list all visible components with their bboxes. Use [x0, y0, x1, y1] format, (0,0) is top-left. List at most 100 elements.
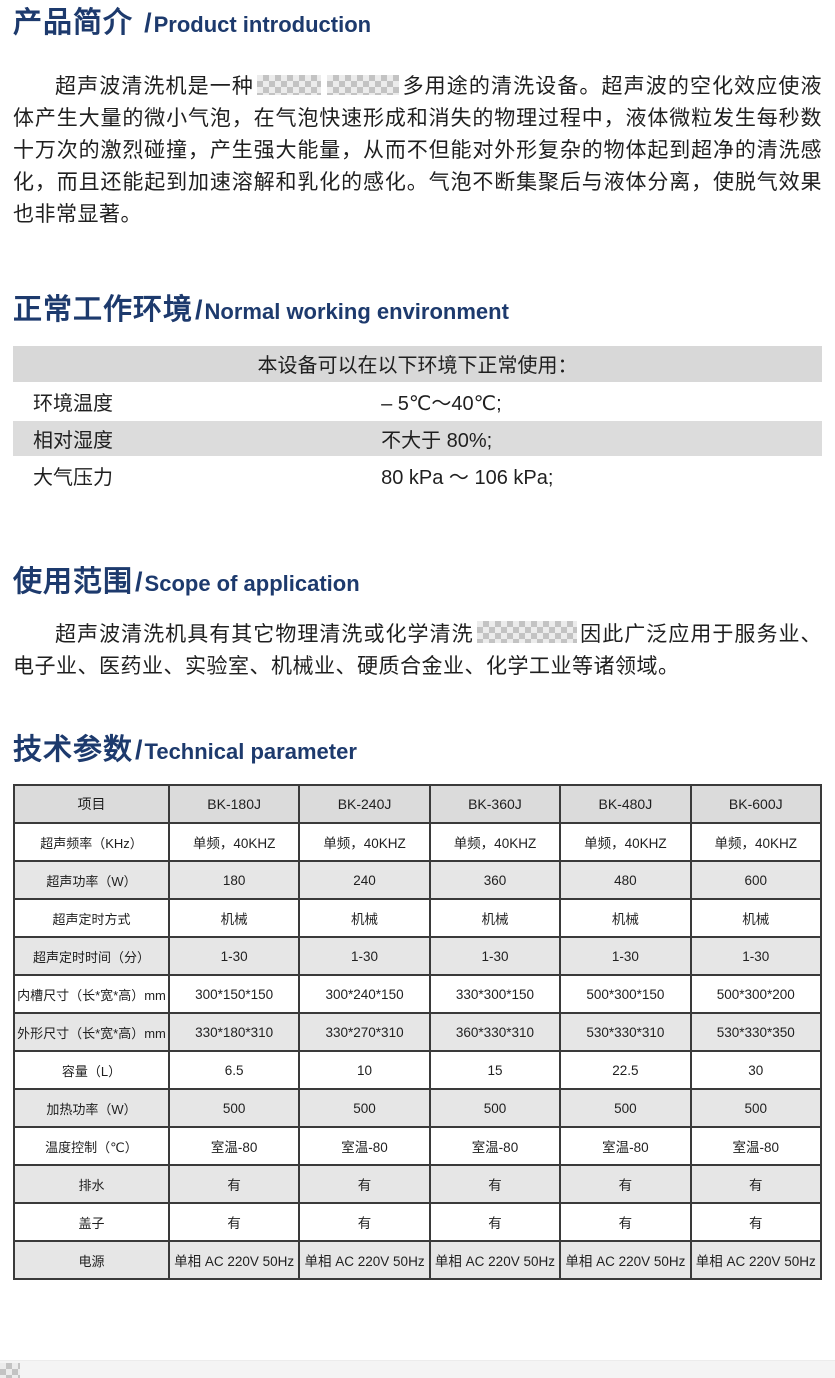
- tech-param-value: 有: [298, 1202, 431, 1243]
- tech-param-value: 室温-80: [689, 1126, 823, 1167]
- tech-param-value: 单相 AC 220V 50Hz: [689, 1240, 823, 1281]
- tech-param-value: 500: [689, 1088, 823, 1129]
- environment-table-row: 大气压力 80 kPa ～ 106 kPa;: [13, 456, 822, 495]
- environment-table-header: 本设备可以在以下环境下正常使用：: [13, 345, 822, 384]
- tech-param-value: 机械: [167, 898, 301, 939]
- tech-param-value: 单频，40KHZ: [428, 822, 562, 863]
- section-title-working-environment: 正常工作环境/Normal working environment: [13, 293, 822, 328]
- tech-param-label: 超声频率（KHz）: [13, 822, 170, 863]
- tech-param-value: 22.5: [559, 1050, 692, 1091]
- tech-param-value: 有: [428, 1164, 562, 1205]
- intro-paragraph: 超声波清洗机是一种 多用途的清洗设备。超声波的空化效应使液体产生大量的微小气泡，在…: [13, 71, 822, 231]
- section-title-scope-of-application: 使用范围/Scope of application: [13, 565, 822, 600]
- tech-param-value: 600: [689, 860, 823, 901]
- tech-param-value: 530*330*350: [689, 1012, 823, 1053]
- title-divider: /: [135, 735, 143, 766]
- censored-text-blur: [476, 621, 577, 644]
- tech-param-value: 有: [689, 1202, 823, 1243]
- tech-param-label: 加热功率（W）: [13, 1088, 170, 1129]
- tech-param-value: 300*240*150: [298, 974, 431, 1015]
- footer-strip: [0, 1360, 835, 1378]
- environment-param-label: 环境温度: [13, 382, 382, 421]
- tech-param-value: 360: [428, 860, 562, 901]
- tech-param-value: 机械: [689, 898, 823, 939]
- tech-param-value: 15: [428, 1050, 562, 1091]
- tech-table-row: 超声定时方式 机械 机械 机械 机械 机械: [13, 898, 823, 939]
- tech-param-value: 机械: [298, 898, 431, 939]
- environment-param-label: 相对湿度: [13, 419, 382, 458]
- tech-param-value: 室温-80: [298, 1126, 431, 1167]
- title-zh: 产品简介: [13, 7, 143, 39]
- tech-table-column-header: BK-180J: [167, 784, 301, 825]
- section-title-technical-parameters: 技术参数/Technical parameter: [13, 733, 822, 768]
- scope-text-start: 超声波清洗机具有其它物理清洗或化学清洗: [55, 623, 474, 647]
- tech-table-row: 外形尺寸（长*宽*高）mm 330*180*310 330*270*310 360*3…: [13, 1012, 823, 1053]
- tech-param-value: 单频，40KHZ: [559, 822, 692, 863]
- environment-table-body: 环境温度 – 5℃～40℃; 相对湿度 不大于 80%; 大气压力 80 kPa ～ 10…: [13, 382, 822, 495]
- tech-table-body: 超声频率（KHz） 单频，40KHZ 单频，40KHZ 单频，40KHZ 单频，40KH…: [13, 822, 823, 1281]
- title-en: Scope of application: [144, 570, 360, 596]
- tech-param-value: 有: [689, 1164, 823, 1205]
- section-title-product-introduction: 产品简介 /Product introduction: [13, 6, 822, 41]
- product-detail-page: 产品简介 /Product introduction 超声波清洗机是一种 多用途的…: [13, 6, 823, 1281]
- tech-param-value: 单相 AC 220V 50Hz: [559, 1240, 692, 1281]
- intro-text-end: 多用途的清洗设备。超声波的空化效应使液体产生大量的微小气泡，在气泡快速形成和消失…: [13, 74, 823, 226]
- title-zh: 使用范围: [13, 565, 134, 598]
- tech-table-column-header: 项目: [13, 784, 170, 825]
- tech-param-value: 有: [428, 1202, 562, 1243]
- environment-table-row: 相对湿度 不大于 80%;: [13, 419, 822, 458]
- tech-param-value: 500: [428, 1088, 562, 1129]
- title-en: Normal working environment: [204, 298, 509, 324]
- censored-watermark: [0, 1363, 20, 1378]
- tech-param-value: 有: [559, 1202, 692, 1243]
- tech-table-row: 温度控制（℃） 室温-80 室温-80 室温-80 室温-80 室温-80: [13, 1126, 823, 1167]
- tech-param-label: 内槽尺寸（长*宽*高）mm: [13, 974, 170, 1015]
- environment-param-value: 80 kPa ～ 106 kPa;: [381, 456, 822, 495]
- section-technical-parameters: 技术参数/Technical parameter 项目 BK-180J BK-240…: [13, 733, 823, 1281]
- tech-param-label: 外形尺寸（长*宽*高）mm: [13, 1012, 170, 1053]
- title-divider: /: [135, 566, 143, 597]
- environment-table-row: 环境温度 – 5℃～40℃;: [13, 382, 822, 421]
- title-en: Technical parameter: [144, 739, 357, 765]
- tech-param-value: 500: [167, 1088, 301, 1129]
- section-scope-of-application: 使用范围/Scope of application 超声波清洗机具有其它物理清洗…: [13, 565, 822, 684]
- tech-param-label: 温度控制（℃）: [13, 1126, 170, 1167]
- tech-table-column-header: BK-240J: [298, 784, 431, 825]
- tech-table-row: 加热功率（W） 500 500 500 500 500: [13, 1088, 823, 1129]
- tech-param-label: 超声定时时间（分）: [13, 936, 170, 977]
- tech-param-label: 超声定时方式: [13, 898, 170, 939]
- title-zh: 技术参数: [13, 734, 134, 767]
- technical-parameters-table: 项目 BK-180J BK-240J BK-360J BK-480J BK-600J 超声…: [13, 784, 823, 1281]
- tech-param-value: 1-30: [298, 936, 431, 977]
- tech-param-value: 1-30: [167, 936, 301, 977]
- environment-table-header-row: 本设备可以在以下环境下正常使用：: [13, 345, 822, 384]
- tech-table-row: 电源 单相 AC 220V 50Hz 单相 AC 220V 50Hz 单相 AC 22…: [13, 1240, 823, 1281]
- title-en: Product introduction: [153, 12, 372, 37]
- tech-param-value: 180: [167, 860, 301, 901]
- tech-param-value: 1-30: [428, 936, 562, 977]
- environment-param-value: 不大于 80%;: [381, 419, 822, 458]
- title-divider: /: [195, 294, 203, 325]
- tech-param-value: 单相 AC 220V 50Hz: [298, 1240, 431, 1281]
- tech-table-row: 容量（L） 6.5 10 15 22.5 30: [13, 1050, 823, 1091]
- tech-param-value: 240: [298, 860, 431, 901]
- tech-param-value: 30: [689, 1050, 823, 1091]
- tech-param-value: 单频，40KHZ: [298, 822, 431, 863]
- tech-table-column-header: BK-600J: [689, 784, 823, 825]
- tech-param-value: 有: [298, 1164, 431, 1205]
- tech-param-value: 1-30: [559, 936, 692, 977]
- tech-param-value: 机械: [559, 898, 692, 939]
- tech-table-row: 盖子有有有有有: [13, 1202, 823, 1243]
- tech-param-value: 单相 AC 220V 50Hz: [428, 1240, 562, 1281]
- tech-table-row: 超声功率（W） 180 240 360 480 600: [13, 860, 823, 901]
- tech-param-value: 有: [167, 1164, 301, 1205]
- tech-param-value: 500: [298, 1088, 431, 1129]
- tech-table-row: 内槽尺寸（长*宽*高）mm 300*150*150 300*240*150 330*3…: [13, 974, 823, 1015]
- tech-table-row: 超声频率（KHz） 单频，40KHZ 单频，40KHZ 单频，40KHZ 单频，40KH…: [13, 822, 823, 863]
- tech-param-value: 10: [298, 1050, 431, 1091]
- tech-param-value: 有: [167, 1202, 301, 1243]
- tech-param-value: 500: [559, 1088, 692, 1129]
- tech-param-value: 330*300*150: [428, 974, 562, 1015]
- tech-param-value: 单相 AC 220V 50Hz: [167, 1240, 301, 1281]
- tech-param-label: 电源: [13, 1240, 170, 1281]
